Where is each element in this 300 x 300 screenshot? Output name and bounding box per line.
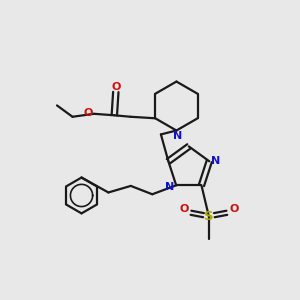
Text: O: O [84,108,93,118]
Text: N: N [173,131,182,141]
Text: O: O [179,205,188,214]
Text: S: S [204,210,214,223]
Text: N: N [211,156,220,166]
Text: O: O [229,205,239,214]
Text: O: O [111,82,121,92]
Text: N: N [165,182,174,191]
